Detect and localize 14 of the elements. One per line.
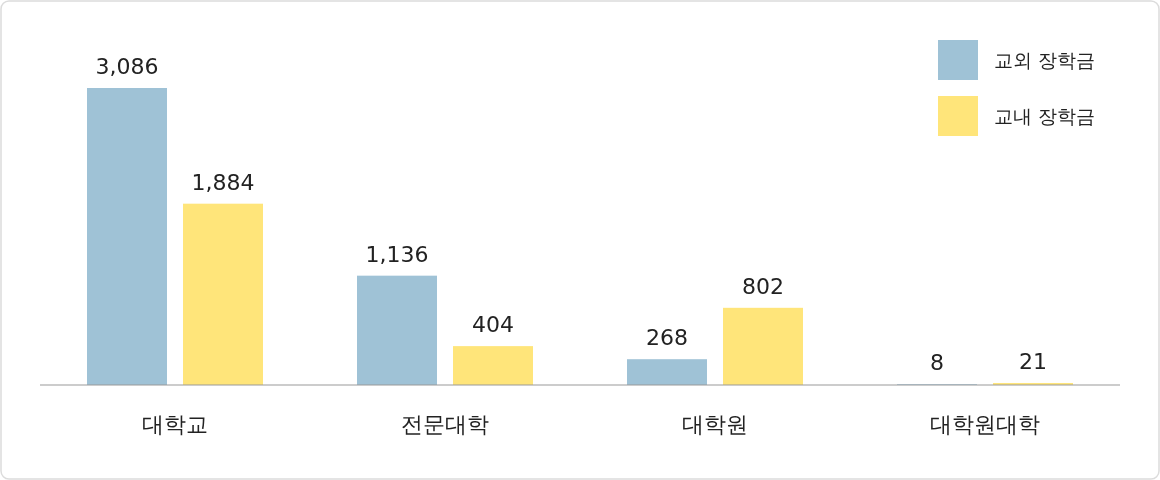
- legend-label: 교내 장학금: [994, 105, 1096, 127]
- data-label: 268: [646, 325, 688, 351]
- data-label: 21: [1019, 348, 1047, 374]
- x-tick-label: 대학원대학: [930, 412, 1040, 437]
- data-label: 1,136: [365, 241, 429, 267]
- data-label: 3,086: [95, 54, 159, 79]
- data-label: 1,884: [191, 169, 255, 195]
- x-tick-label: 대학원: [682, 412, 748, 437]
- legend-label: 교외 장학금: [994, 49, 1096, 71]
- x-tick-label: 전문대학: [401, 412, 489, 437]
- data-label: 404: [472, 312, 514, 338]
- x-tick-label: 대학교: [142, 412, 208, 437]
- data-label: 802: [742, 273, 784, 299]
- data-label: 8: [930, 350, 944, 376]
